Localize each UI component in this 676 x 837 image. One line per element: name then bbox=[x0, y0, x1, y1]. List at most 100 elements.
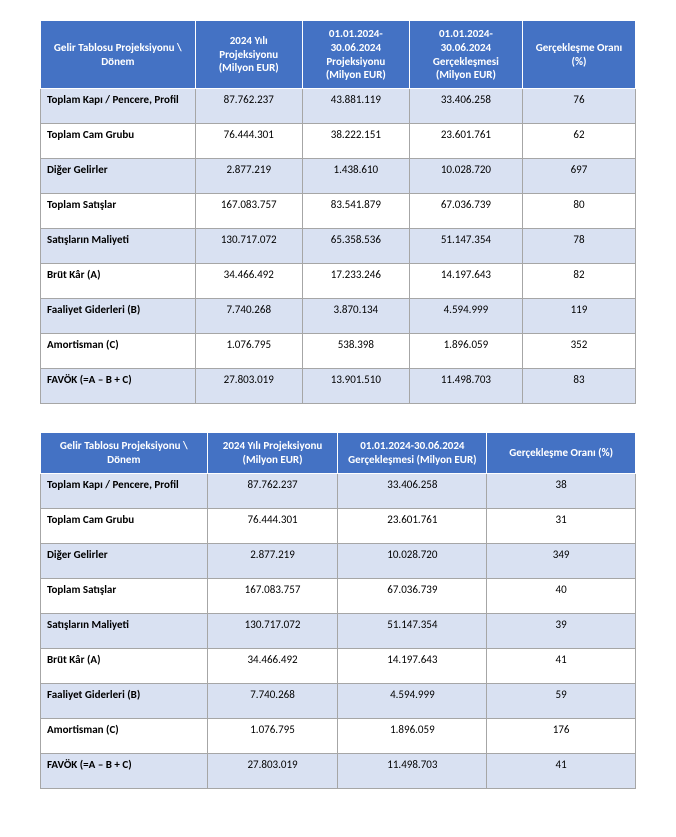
row-label: Satışların Maliyeti bbox=[41, 613, 208, 648]
actual-h1: 51.147.354 bbox=[409, 229, 522, 264]
proj-2024: 1.076.795 bbox=[207, 718, 338, 753]
realization-pct: 62 bbox=[522, 124, 635, 159]
realization-pct: 40 bbox=[487, 578, 636, 613]
table-row: Toplam Cam Grubu76.444.30123.601.76131 bbox=[41, 508, 636, 543]
t1-h0: Gelir Tablosu Projeksiyonu \ Dönem bbox=[41, 21, 196, 89]
realization-pct: 83 bbox=[522, 369, 635, 404]
proj-2024: 34.466.492 bbox=[207, 648, 338, 683]
realization-pct: 352 bbox=[522, 334, 635, 369]
row-label: Toplam Satışlar bbox=[41, 578, 208, 613]
table-row: Toplam Kapı / Pencere, Profil87.762.2373… bbox=[41, 473, 636, 508]
row-label: Toplam Kapı / Pencere, Profil bbox=[41, 89, 196, 124]
realization-pct: 76 bbox=[522, 89, 635, 124]
table-row: Brüt Kâr (A)34.466.49214.197.64341 bbox=[41, 648, 636, 683]
actual-h1: 51.147.354 bbox=[338, 613, 487, 648]
realization-pct: 59 bbox=[487, 683, 636, 718]
actual-h1: 33.406.258 bbox=[338, 473, 487, 508]
realization-pct: 176 bbox=[487, 718, 636, 753]
actual-h1: 67.036.739 bbox=[338, 578, 487, 613]
t1-h4: Gerçekleşme Oranı (%) bbox=[522, 21, 635, 89]
table-row: Faaliyet Giderleri (B)7.740.2684.594.999… bbox=[41, 683, 636, 718]
realization-pct: 41 bbox=[487, 753, 636, 788]
proj-h1: 538.398 bbox=[302, 334, 409, 369]
t1-h1: 2024 Yılı Projeksiyonu (Milyon EUR) bbox=[195, 21, 302, 89]
t2-h2: 01.01.2024-30.06.2024 Gerçekleşmesi (Mil… bbox=[338, 433, 487, 474]
row-label: Faaliyet Giderleri (B) bbox=[41, 299, 196, 334]
realization-pct: 119 bbox=[522, 299, 635, 334]
row-label: Brüt Kâr (A) bbox=[41, 264, 196, 299]
realization-pct: 80 bbox=[522, 194, 635, 229]
actual-h1: 4.594.999 bbox=[338, 683, 487, 718]
proj-2024: 7.740.268 bbox=[195, 299, 302, 334]
actual-h1: 11.498.703 bbox=[338, 753, 487, 788]
realization-pct: 697 bbox=[522, 159, 635, 194]
table-row: Amortisman (C)1.076.7951.896.059176 bbox=[41, 718, 636, 753]
proj-2024: 7.740.268 bbox=[207, 683, 338, 718]
proj-2024: 34.466.492 bbox=[195, 264, 302, 299]
t2-h3: Gerçekleşme Oranı (%) bbox=[487, 433, 636, 474]
proj-2024: 2.877.219 bbox=[195, 159, 302, 194]
t2-h0: Gelir Tablosu Projeksiyonu \ Dönem bbox=[41, 433, 208, 474]
proj-2024: 130.717.072 bbox=[207, 613, 338, 648]
proj-2024: 87.762.237 bbox=[207, 473, 338, 508]
table-row: Toplam Kapı / Pencere, Profil87.762.2374… bbox=[41, 89, 636, 124]
table2-header-row: Gelir Tablosu Projeksiyonu \ Dönem 2024 … bbox=[41, 433, 636, 474]
table-row: Diğer Gelirler2.877.2191.438.61010.028.7… bbox=[41, 159, 636, 194]
t1-h2: 01.01.2024-30.06.2024 Projeksiyonu (Mily… bbox=[302, 21, 409, 89]
table-row: Toplam Satışlar167.083.75767.036.73940 bbox=[41, 578, 636, 613]
realization-pct: 78 bbox=[522, 229, 635, 264]
row-label: Amortisman (C) bbox=[41, 718, 208, 753]
row-label: Brüt Kâr (A) bbox=[41, 648, 208, 683]
row-label: Toplam Cam Grubu bbox=[41, 508, 208, 543]
proj-2024: 27.803.019 bbox=[195, 369, 302, 404]
actual-h1: 14.197.643 bbox=[409, 264, 522, 299]
table-row: Amortisman (C)1.076.795538.3981.896.0593… bbox=[41, 334, 636, 369]
table-row: Satışların Maliyeti130.717.07251.147.354… bbox=[41, 613, 636, 648]
actual-h1: 67.036.739 bbox=[409, 194, 522, 229]
proj-2024: 76.444.301 bbox=[195, 124, 302, 159]
proj-h1: 83.541.879 bbox=[302, 194, 409, 229]
proj-2024: 1.076.795 bbox=[195, 334, 302, 369]
income-projection-table-1: Gelir Tablosu Projeksiyonu \ Dönem 2024 … bbox=[40, 20, 636, 404]
table-row: Toplam Satışlar167.083.75783.541.87967.0… bbox=[41, 194, 636, 229]
row-label: Toplam Satışlar bbox=[41, 194, 196, 229]
proj-h1: 13.901.510 bbox=[302, 369, 409, 404]
proj-2024: 27.803.019 bbox=[207, 753, 338, 788]
proj-2024: 87.762.237 bbox=[195, 89, 302, 124]
realization-pct: 31 bbox=[487, 508, 636, 543]
actual-h1: 1.896.059 bbox=[338, 718, 487, 753]
proj-h1: 65.358.536 bbox=[302, 229, 409, 264]
table-row: FAVÖK (=A – B + C)27.803.01911.498.70341 bbox=[41, 753, 636, 788]
proj-h1: 17.233.246 bbox=[302, 264, 409, 299]
proj-2024: 2.877.219 bbox=[207, 543, 338, 578]
table1-header-row: Gelir Tablosu Projeksiyonu \ Dönem 2024 … bbox=[41, 21, 636, 89]
table-row: Diğer Gelirler2.877.21910.028.720349 bbox=[41, 543, 636, 578]
row-label: FAVÖK (=A – B + C) bbox=[41, 369, 196, 404]
actual-h1: 14.197.643 bbox=[338, 648, 487, 683]
actual-h1: 11.498.703 bbox=[409, 369, 522, 404]
proj-h1: 38.222.151 bbox=[302, 124, 409, 159]
realization-pct: 39 bbox=[487, 613, 636, 648]
row-label: Amortisman (C) bbox=[41, 334, 196, 369]
actual-h1: 10.028.720 bbox=[338, 543, 487, 578]
proj-2024: 167.083.757 bbox=[207, 578, 338, 613]
realization-pct: 349 bbox=[487, 543, 636, 578]
table-row: Satışların Maliyeti130.717.07265.358.536… bbox=[41, 229, 636, 264]
row-label: Satışların Maliyeti bbox=[41, 229, 196, 264]
proj-h1: 3.870.134 bbox=[302, 299, 409, 334]
row-label: Diğer Gelirler bbox=[41, 543, 208, 578]
t2-h1: 2024 Yılı Projeksiyonu (Milyon EUR) bbox=[207, 433, 338, 474]
realization-pct: 82 bbox=[522, 264, 635, 299]
actual-h1: 23.601.761 bbox=[409, 124, 522, 159]
table-row: Faaliyet Giderleri (B)7.740.2683.870.134… bbox=[41, 299, 636, 334]
actual-h1: 23.601.761 bbox=[338, 508, 487, 543]
table-row: FAVÖK (=A – B + C)27.803.01913.901.51011… bbox=[41, 369, 636, 404]
proj-2024: 167.083.757 bbox=[195, 194, 302, 229]
income-projection-table-2: Gelir Tablosu Projeksiyonu \ Dönem 2024 … bbox=[40, 432, 636, 789]
actual-h1: 4.594.999 bbox=[409, 299, 522, 334]
row-label: Diğer Gelirler bbox=[41, 159, 196, 194]
row-label: Toplam Cam Grubu bbox=[41, 124, 196, 159]
realization-pct: 41 bbox=[487, 648, 636, 683]
row-label: FAVÖK (=A – B + C) bbox=[41, 753, 208, 788]
table-row: Toplam Cam Grubu76.444.30138.222.15123.6… bbox=[41, 124, 636, 159]
